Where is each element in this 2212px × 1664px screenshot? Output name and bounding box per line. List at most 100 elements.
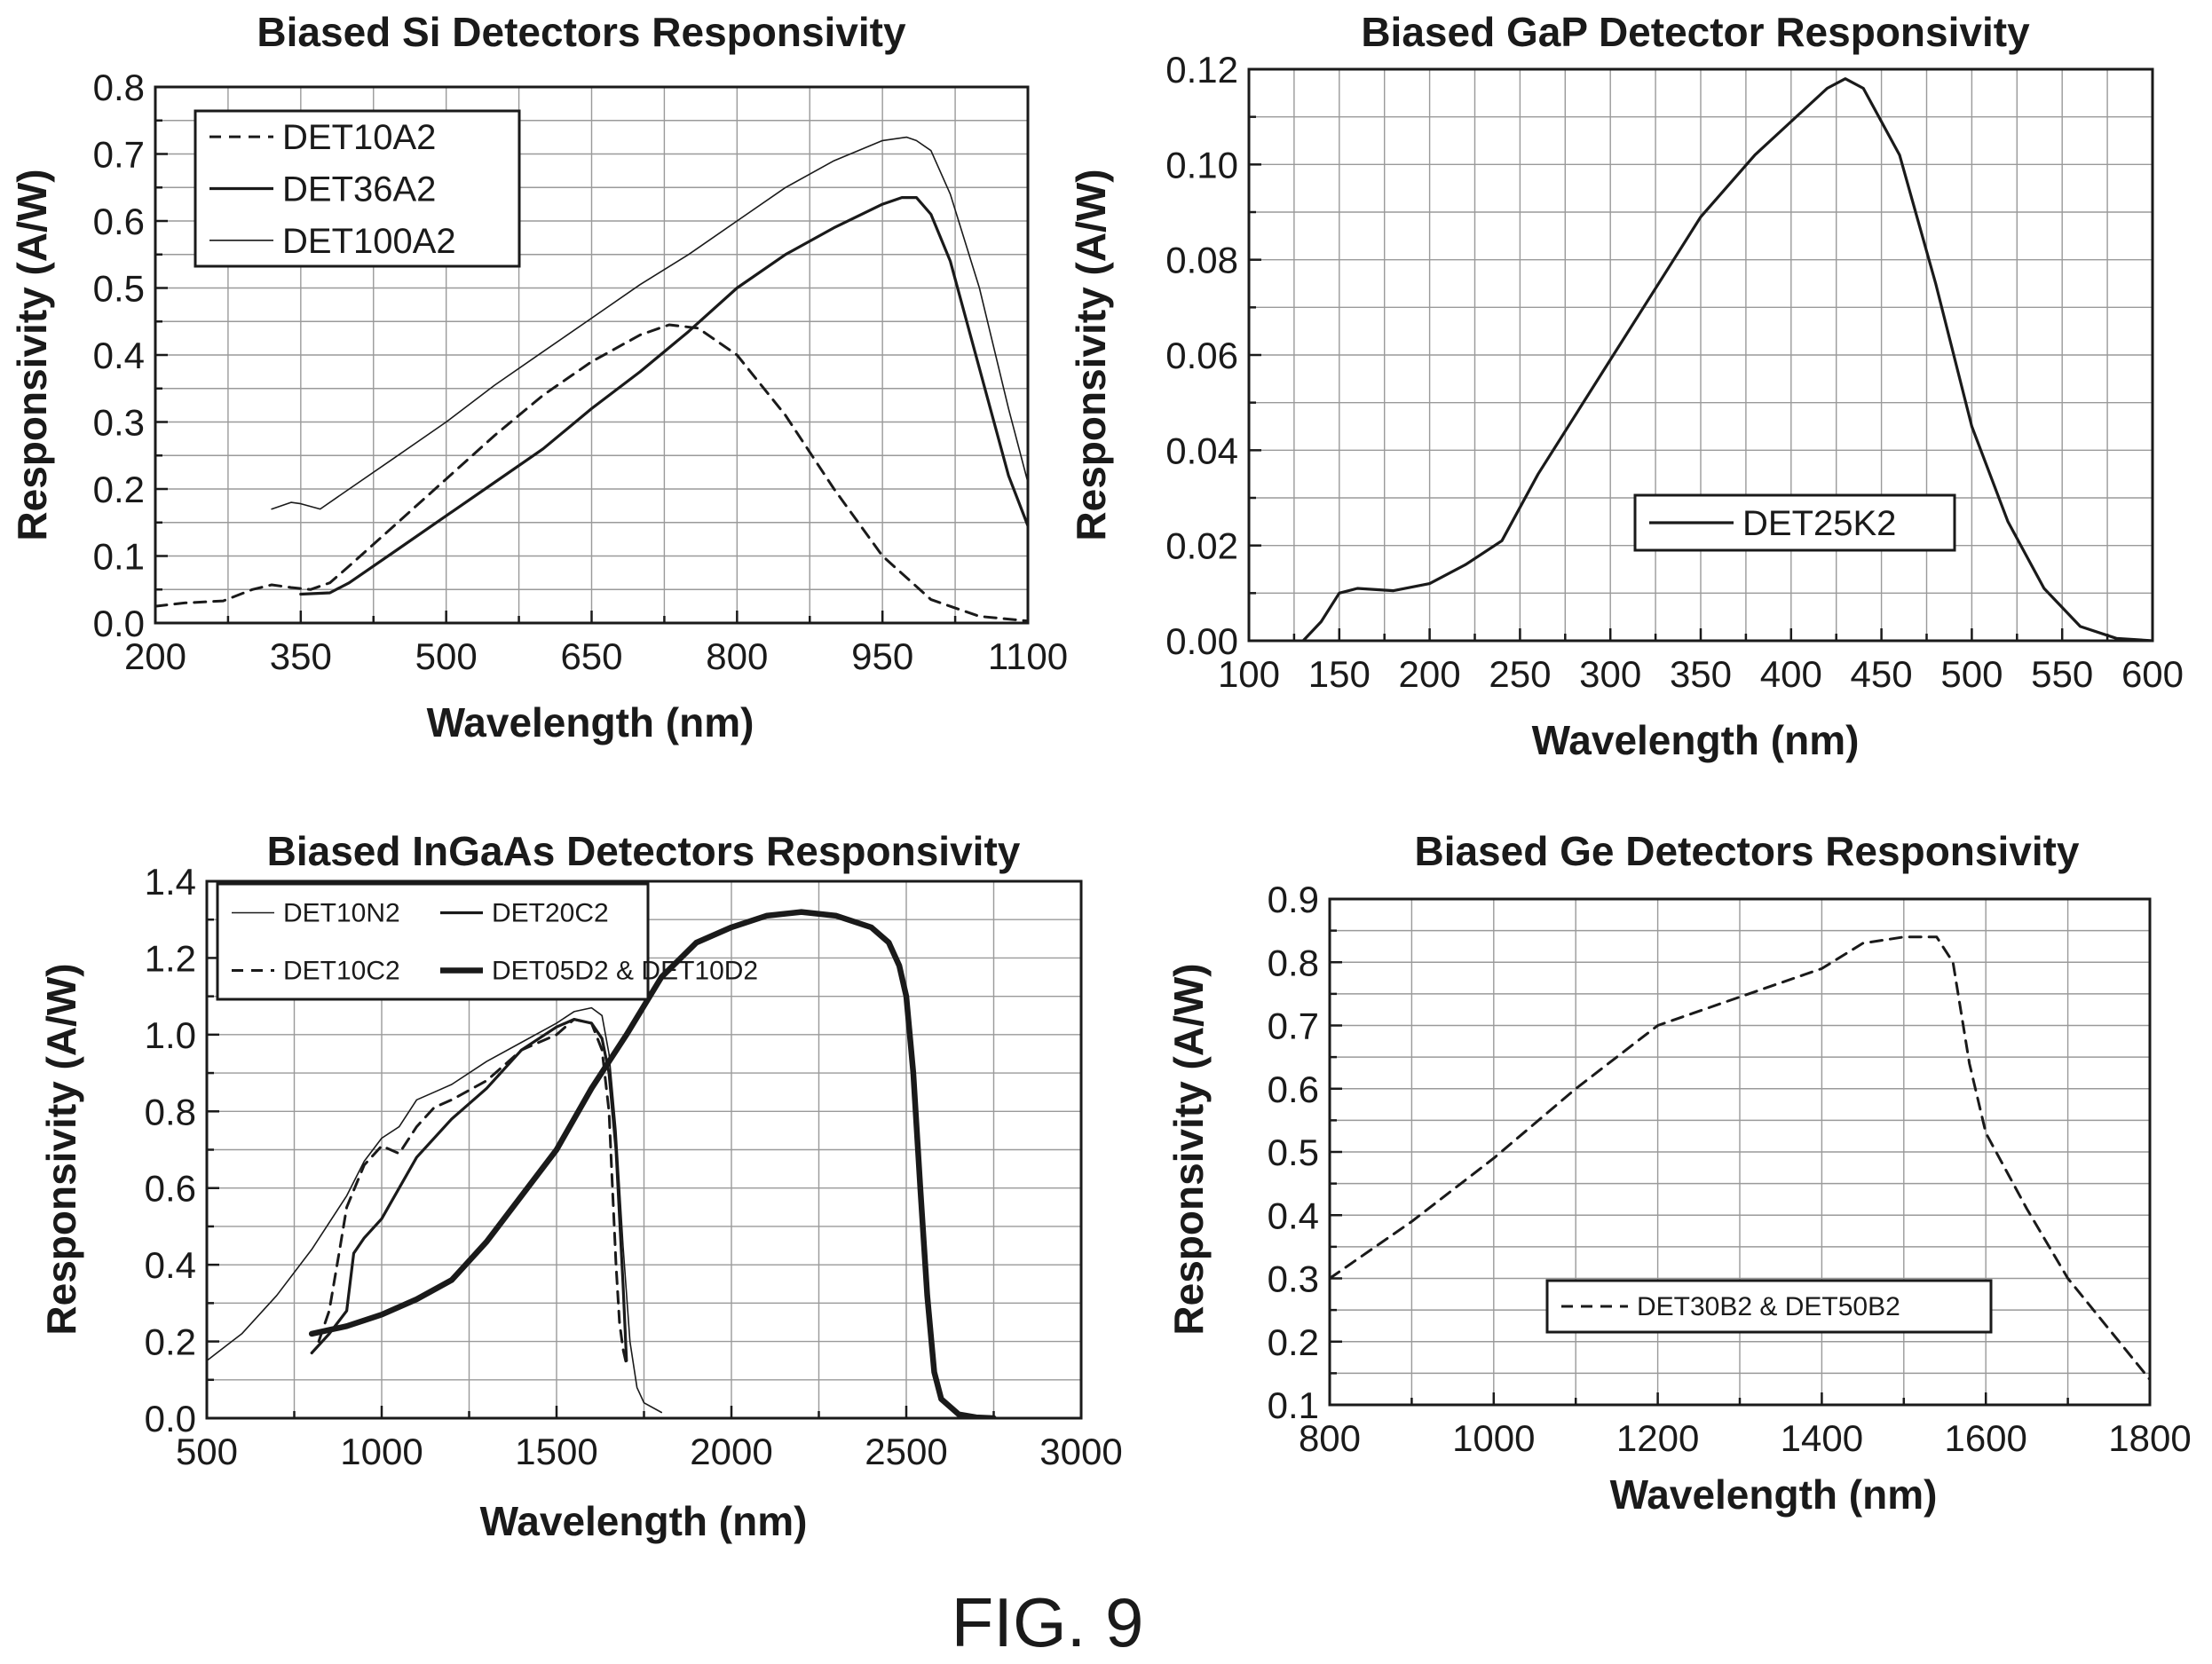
chart-3-series-4-line — [308, 909, 997, 1418]
chart-4-x-tick-label: 1600 — [1944, 1417, 2026, 1459]
chart-1-y-tick-label: 0.2 — [93, 469, 145, 510]
chart-1-title: Biased Si Detectors Responsivity — [257, 9, 906, 55]
chart-1-y-tick-label: 0.1 — [93, 536, 145, 578]
chart-3-y-tick-label: 1.4 — [145, 861, 196, 903]
chart-1-series-2-line — [299, 196, 1028, 596]
chart-4-y-tick-label: 0.2 — [1268, 1321, 1319, 1363]
chart-4-y-tick-label: 0.8 — [1268, 942, 1319, 983]
chart-4-y-tick-label: 0.9 — [1268, 879, 1319, 920]
chart-3-x-tick-label: 2000 — [690, 1431, 772, 1472]
chart-2-series-1-line — [1301, 77, 2153, 641]
figure-caption: FIG. 9 — [952, 1583, 1144, 1661]
chart-3-y-tick-label: 0.8 — [145, 1091, 196, 1132]
chart-3-x-tick-label: 500 — [176, 1431, 238, 1472]
chart-2-y-tick-label: 0.08 — [1165, 240, 1238, 281]
chart-4-x-axis-label: Wavelength (nm) — [1610, 1471, 1938, 1518]
chart-2-y-tick-label: 0.02 — [1165, 525, 1238, 567]
chart-4-y-tick-label: 0.1 — [1268, 1384, 1319, 1426]
chart-3-y-tick-label: 0.4 — [145, 1244, 196, 1286]
chart-3-legend-label-3: DET10C2 — [283, 957, 400, 986]
chart-2-x-tick-label: 300 — [1579, 653, 1641, 695]
chart-3-x-tick-label: 1000 — [340, 1431, 423, 1472]
chart-4-legend-label-1: DET30B2 & DET50B2 — [1637, 1292, 1900, 1321]
chart-3-legend-label-2: DET20C2 — [492, 899, 609, 928]
chart-1-legend-label-2: DET36A2 — [282, 170, 436, 209]
chart-3-legend-box — [216, 882, 650, 1001]
chart-1-y-tick-label: 0.0 — [93, 603, 145, 644]
chart-2-y-tick-label: 0.00 — [1165, 620, 1238, 662]
chart-4-y-tick-label: 0.7 — [1268, 1005, 1319, 1047]
chart-2-x-tick-label: 200 — [1399, 653, 1461, 695]
chart-4-y-tick-label: 0.4 — [1268, 1195, 1319, 1236]
chart-1-x-tick-label: 200 — [124, 635, 186, 677]
chart-3-y-tick-label: 1.2 — [145, 937, 196, 979]
chart-2-y-axis-label: Responsivity (A/W) — [1068, 169, 1114, 540]
chart-3: 500 1000 1500 2000 2500 3000 0.0 0.2 0.4 0.6 0.8 1.… — [38, 828, 1123, 1544]
chart-3-legend-label-1: DET10N2 — [283, 899, 400, 928]
chart-3-y-tick-label: 0.0 — [145, 1398, 196, 1439]
chart-2-x-tick-label: 250 — [1489, 653, 1551, 695]
chart-4-y-tick-label: 0.3 — [1268, 1258, 1319, 1300]
chart-1-y-axis-label: Responsivity (A/W) — [9, 169, 55, 540]
chart-2-x-tick-label: 500 — [1940, 653, 2003, 695]
chart-4: 800 1000 1200 1400 1600 1800 0.1 0.2 0.3 0.4 0.5 0.… — [1165, 828, 2192, 1518]
chart-3-y-tick-label: 1.0 — [145, 1014, 196, 1056]
chart-1-y-tick-label: 0.5 — [93, 268, 145, 310]
chart-3-title: Biased InGaAs Detectors Responsivity — [267, 828, 1021, 874]
chart-4-y-tick-label: 0.5 — [1268, 1132, 1319, 1173]
chart-2-x-tick-label: 150 — [1308, 653, 1371, 695]
chart-4-series-1-line — [1330, 935, 2150, 1381]
chart-2-x-tick-label: 450 — [1851, 653, 1913, 695]
chart-3-legend-label-4: DET05D2 & DET10D2 — [492, 957, 758, 986]
chart-4-y-axis-label: Responsivity (A/W) — [1165, 963, 1212, 1335]
chart-4-x-tick-label: 800 — [1299, 1417, 1361, 1459]
chart-1-y-tick-label: 0.4 — [93, 335, 145, 376]
chart-1-x-tick-label: 800 — [706, 635, 768, 677]
chart-1-x-tick-label: 500 — [415, 635, 478, 677]
chart-2: 100 150 200 250 300 350 400 450 500 550 600 0.00 0.0… — [1068, 9, 2184, 763]
chart-3-series-1-line — [207, 1006, 662, 1414]
chart-4-x-tick-label: 1800 — [2108, 1417, 2191, 1459]
chart-1-series-3-line — [271, 136, 1028, 510]
chart-2-y-tick-label: 0.12 — [1165, 49, 1238, 91]
chart-2-title: Biased GaP Detector Responsivity — [1361, 9, 2030, 55]
chart-1-y-tick-label: 0.6 — [93, 201, 145, 242]
chart-3-y-tick-label: 0.6 — [145, 1168, 196, 1210]
chart-2-y-tick-label: 0.04 — [1165, 430, 1238, 471]
chart-3-series-3-line — [317, 1018, 628, 1366]
chart-2-legend-label-1: DET25K2 — [1742, 504, 1896, 543]
chart-2-x-axis-label: Wavelength (nm) — [1532, 717, 1860, 763]
chart-3-x-axis-label: Wavelength (nm) — [480, 1498, 808, 1544]
chart-3-x-tick-label: 1500 — [515, 1431, 597, 1472]
chart-1-x-axis-label: Wavelength (nm) — [427, 699, 754, 745]
chart-1-x-tick-label: 950 — [851, 635, 913, 677]
chart-3-y-tick-label: 0.2 — [145, 1321, 196, 1363]
chart-2-x-tick-label: 350 — [1670, 653, 1732, 695]
chart-4-y-tick-label: 0.6 — [1268, 1069, 1319, 1110]
chart-4-x-tick-label: 1400 — [1781, 1417, 1863, 1459]
chart-2-y-tick-label: 0.06 — [1165, 335, 1238, 376]
chart-2-x-tick-label: 550 — [2031, 653, 2093, 695]
chart-2-x-tick-label: 600 — [2121, 653, 2184, 695]
chart-2-x-tick-label: 400 — [1760, 653, 1822, 695]
chart-1: 200 350 500 650 800 950 1100 0.0 0.1 0.2 0.3 0.4 0.5… — [9, 9, 1068, 745]
chart-1-legend-label-1: DET10A2 — [282, 118, 436, 157]
chart-2-x-tick-label: 100 — [1218, 653, 1280, 695]
chart-4-title: Biased Ge Detectors Responsivity — [1414, 828, 2079, 874]
chart-3-x-tick-label: 2500 — [865, 1431, 947, 1472]
chart-1-x-tick-label: 650 — [560, 635, 622, 677]
chart-1-y-tick-label: 0.7 — [93, 134, 145, 176]
chart-1-y-tick-label: 0.3 — [93, 402, 145, 444]
chart-1-series-1-line — [155, 323, 1028, 623]
chart-3-x-tick-label: 3000 — [1039, 1431, 1122, 1472]
chart-4-x-tick-label: 1000 — [1452, 1417, 1535, 1459]
chart-1-x-tick-label: 1100 — [988, 635, 1068, 677]
chart-1-x-tick-label: 350 — [270, 635, 332, 677]
chart-1-legend-label-3: DET100A2 — [282, 222, 456, 261]
chart-2-y-tick-label: 0.10 — [1165, 144, 1238, 185]
chart-3-y-axis-label: Responsivity (A/W) — [38, 963, 84, 1335]
chart-4-x-tick-label: 1200 — [1616, 1417, 1699, 1459]
chart-3-series-2-line — [310, 1018, 628, 1362]
chart-1-y-tick-label: 0.8 — [93, 67, 145, 108]
